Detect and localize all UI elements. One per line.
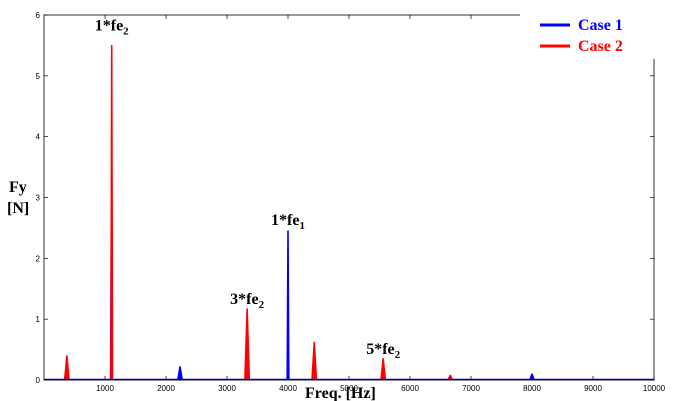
x-axis-title: Freq. [Hz]: [305, 385, 376, 401]
annotation-base: 5*fe: [366, 341, 394, 358]
y-tick-label: 3: [36, 194, 41, 203]
y-tick-label: 0: [36, 376, 41, 385]
peak-annotation-2: 1*fe1: [271, 212, 305, 232]
annotation-base: 1*fe: [95, 17, 123, 34]
annotation-subscript: 1: [299, 220, 305, 232]
x-tick-label: 3000: [218, 384, 236, 393]
x-tick-label: 1000: [96, 384, 114, 393]
y-tick-label: 4: [36, 133, 41, 142]
y-axis-title: Fy: [9, 179, 27, 196]
x-tick-label: 5000: [340, 384, 358, 393]
annotation-subscript: 2: [395, 349, 401, 361]
series-2-peak-2: [110, 45, 114, 381]
x-tick-label: 8000: [523, 384, 541, 393]
y-tick-label: 6: [36, 11, 41, 20]
plot-background: [44, 15, 654, 380]
legend-box: [520, 9, 662, 59]
legend-label-case-2: Case 2: [578, 38, 623, 55]
x-tick-label: 2000: [157, 384, 175, 393]
x-tick-label: 4000: [279, 384, 297, 393]
y-axis-unit: [N]: [7, 200, 29, 217]
y-tick-label: 5: [36, 72, 41, 81]
tick-labels: 1000 2000 3000 4000 5000 6000 7000 8000 9000 1000…: [36, 11, 666, 393]
x-tick-label: 7000: [462, 384, 480, 393]
y-tick-label: 2: [36, 254, 41, 263]
x-tick-label: 9000: [584, 384, 602, 393]
annotation-subscript: 2: [259, 299, 265, 311]
annotation-base: 3*fe: [230, 291, 258, 308]
legend: Case 1 Case 2: [520, 9, 662, 59]
x-tick-label: 6000: [401, 384, 419, 393]
peak-annotation-3: 3*fe2: [230, 291, 264, 311]
legend-label-case-1: Case 1: [578, 17, 623, 34]
series-1-peak-5: [286, 230, 290, 381]
annotation-base: 1*fe: [271, 212, 299, 229]
peak-annotation-4: 5*fe2: [366, 341, 400, 361]
plot-area: [44, 15, 654, 380]
series-2: [63, 45, 454, 381]
annotation-subscript: 2: [123, 25, 129, 37]
x-tick-label: 10000: [643, 384, 666, 393]
peak-annotation-1: 1*fe2: [95, 17, 129, 37]
y-tick-label: 1: [36, 315, 41, 324]
